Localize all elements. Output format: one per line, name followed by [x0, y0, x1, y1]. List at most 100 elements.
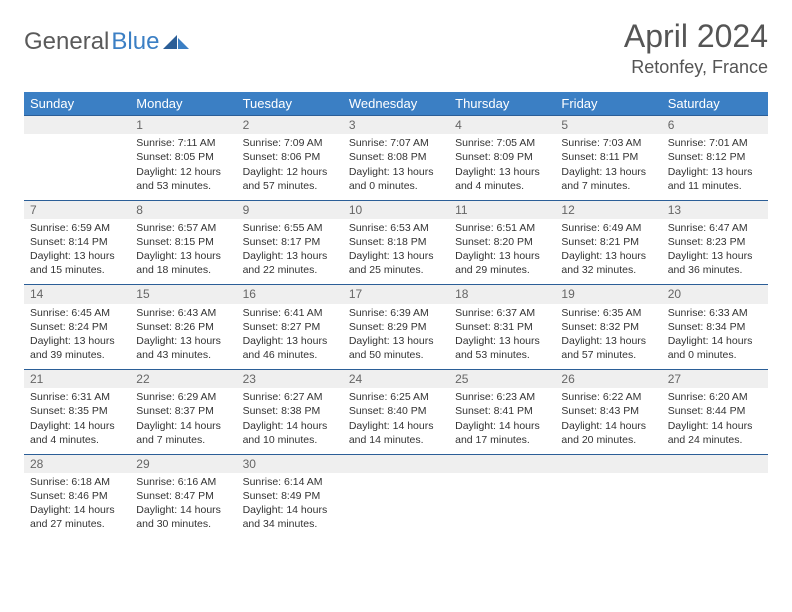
sunrise-text: Sunrise: 7:03 AM — [561, 136, 655, 150]
day-cell: Sunrise: 7:01 AMSunset: 8:12 PMDaylight:… — [662, 134, 768, 200]
sunset-text: Sunset: 8:35 PM — [30, 404, 124, 418]
daynum-cell: 18 — [449, 285, 555, 304]
location: Retonfey, France — [624, 57, 768, 78]
day-cell: Sunrise: 6:35 AMSunset: 8:32 PMDaylight:… — [555, 304, 661, 370]
dayname-thursday: Thursday — [449, 92, 555, 116]
daynum-cell: 13 — [662, 200, 768, 219]
sunrise-text: Sunrise: 6:20 AM — [668, 390, 762, 404]
sunset-text: Sunset: 8:31 PM — [455, 320, 549, 334]
sunrise-text: Sunrise: 6:45 AM — [30, 306, 124, 320]
sunset-text: Sunset: 8:29 PM — [349, 320, 443, 334]
sunset-text: Sunset: 8:21 PM — [561, 235, 655, 249]
day-cell: Sunrise: 7:09 AMSunset: 8:06 PMDaylight:… — [237, 134, 343, 200]
day-cell: Sunrise: 6:25 AMSunset: 8:40 PMDaylight:… — [343, 388, 449, 454]
daylight-text: and 17 minutes. — [455, 433, 549, 447]
dayname-wednesday: Wednesday — [343, 92, 449, 116]
daylight-text: Daylight: 14 hours — [668, 419, 762, 433]
daylight-text: and 39 minutes. — [30, 348, 124, 362]
sunrise-text: Sunrise: 7:05 AM — [455, 136, 549, 150]
daynum-cell: 29 — [130, 454, 236, 473]
daylight-text: and 30 minutes. — [136, 517, 230, 531]
daylight-text: and 0 minutes. — [349, 179, 443, 193]
daynum-cell: 9 — [237, 200, 343, 219]
daylight-text: Daylight: 14 hours — [136, 503, 230, 517]
daylight-text: and 32 minutes. — [561, 263, 655, 277]
daynum-cell: 11 — [449, 200, 555, 219]
daylight-text: Daylight: 12 hours — [136, 165, 230, 179]
day-cell: Sunrise: 7:05 AMSunset: 8:09 PMDaylight:… — [449, 134, 555, 200]
daynum-cell: 23 — [237, 370, 343, 389]
sunset-text: Sunset: 8:49 PM — [243, 489, 337, 503]
day-cell: Sunrise: 6:57 AMSunset: 8:15 PMDaylight:… — [130, 219, 236, 285]
sunrise-text: Sunrise: 6:37 AM — [455, 306, 549, 320]
daynum-cell — [449, 454, 555, 473]
daylight-text: and 53 minutes. — [455, 348, 549, 362]
daynum-cell: 20 — [662, 285, 768, 304]
day-cell: Sunrise: 6:31 AMSunset: 8:35 PMDaylight:… — [24, 388, 130, 454]
week-1-nums: 78910111213 — [24, 200, 768, 219]
sunrise-text: Sunrise: 6:51 AM — [455, 221, 549, 235]
title-block: April 2024 Retonfey, France — [624, 18, 768, 78]
sunset-text: Sunset: 8:06 PM — [243, 150, 337, 164]
sunrise-text: Sunrise: 6:59 AM — [30, 221, 124, 235]
sunrise-text: Sunrise: 6:47 AM — [668, 221, 762, 235]
daylight-text: and 57 minutes. — [561, 348, 655, 362]
daynum-cell: 21 — [24, 370, 130, 389]
sunrise-text: Sunrise: 6:22 AM — [561, 390, 655, 404]
dayname-friday: Friday — [555, 92, 661, 116]
sunrise-text: Sunrise: 6:43 AM — [136, 306, 230, 320]
daylight-text: and 4 minutes. — [30, 433, 124, 447]
sunrise-text: Sunrise: 6:29 AM — [136, 390, 230, 404]
day-cell — [662, 473, 768, 539]
day-cell: Sunrise: 6:27 AMSunset: 8:38 PMDaylight:… — [237, 388, 343, 454]
sunset-text: Sunset: 8:15 PM — [136, 235, 230, 249]
dayname-saturday: Saturday — [662, 92, 768, 116]
daylight-text: Daylight: 13 hours — [561, 249, 655, 263]
day-cell: Sunrise: 6:29 AMSunset: 8:37 PMDaylight:… — [130, 388, 236, 454]
daylight-text: and 18 minutes. — [136, 263, 230, 277]
sunset-text: Sunset: 8:27 PM — [243, 320, 337, 334]
day-cell: Sunrise: 6:18 AMSunset: 8:46 PMDaylight:… — [24, 473, 130, 539]
sunrise-text: Sunrise: 6:16 AM — [136, 475, 230, 489]
sunrise-text: Sunrise: 6:57 AM — [136, 221, 230, 235]
week-1-body: Sunrise: 6:59 AMSunset: 8:14 PMDaylight:… — [24, 219, 768, 285]
day-cell — [555, 473, 661, 539]
day-cell: Sunrise: 7:11 AMSunset: 8:05 PMDaylight:… — [130, 134, 236, 200]
sunset-text: Sunset: 8:32 PM — [561, 320, 655, 334]
sunset-text: Sunset: 8:47 PM — [136, 489, 230, 503]
day-cell: Sunrise: 6:37 AMSunset: 8:31 PMDaylight:… — [449, 304, 555, 370]
sunrise-text: Sunrise: 7:07 AM — [349, 136, 443, 150]
sunset-text: Sunset: 8:26 PM — [136, 320, 230, 334]
daynum-cell — [24, 116, 130, 135]
daylight-text: and 15 minutes. — [30, 263, 124, 277]
daylight-text: Daylight: 13 hours — [455, 165, 549, 179]
daynum-cell: 25 — [449, 370, 555, 389]
daynum-cell: 12 — [555, 200, 661, 219]
month-title: April 2024 — [624, 18, 768, 55]
sunrise-text: Sunrise: 6:14 AM — [243, 475, 337, 489]
daylight-text: Daylight: 14 hours — [455, 419, 549, 433]
day-cell: Sunrise: 6:22 AMSunset: 8:43 PMDaylight:… — [555, 388, 661, 454]
sunset-text: Sunset: 8:37 PM — [136, 404, 230, 418]
daynum-cell: 27 — [662, 370, 768, 389]
daylight-text: Daylight: 13 hours — [136, 249, 230, 263]
sunrise-text: Sunrise: 6:23 AM — [455, 390, 549, 404]
logo-swoosh-icon — [163, 29, 189, 57]
daynum-cell: 8 — [130, 200, 236, 219]
sunrise-text: Sunrise: 6:33 AM — [668, 306, 762, 320]
week-3-body: Sunrise: 6:31 AMSunset: 8:35 PMDaylight:… — [24, 388, 768, 454]
daylight-text: Daylight: 13 hours — [349, 334, 443, 348]
day-cell: Sunrise: 6:45 AMSunset: 8:24 PMDaylight:… — [24, 304, 130, 370]
daylight-text: and 34 minutes. — [243, 517, 337, 531]
daynum-cell: 16 — [237, 285, 343, 304]
sunset-text: Sunset: 8:23 PM — [668, 235, 762, 249]
day-cell: Sunrise: 6:59 AMSunset: 8:14 PMDaylight:… — [24, 219, 130, 285]
sunset-text: Sunset: 8:41 PM — [455, 404, 549, 418]
sunset-text: Sunset: 8:11 PM — [561, 150, 655, 164]
daynum-cell: 19 — [555, 285, 661, 304]
sunset-text: Sunset: 8:09 PM — [455, 150, 549, 164]
daylight-text: Daylight: 14 hours — [349, 419, 443, 433]
daylight-text: Daylight: 14 hours — [561, 419, 655, 433]
day-cell — [24, 134, 130, 200]
daylight-text: Daylight: 13 hours — [349, 249, 443, 263]
